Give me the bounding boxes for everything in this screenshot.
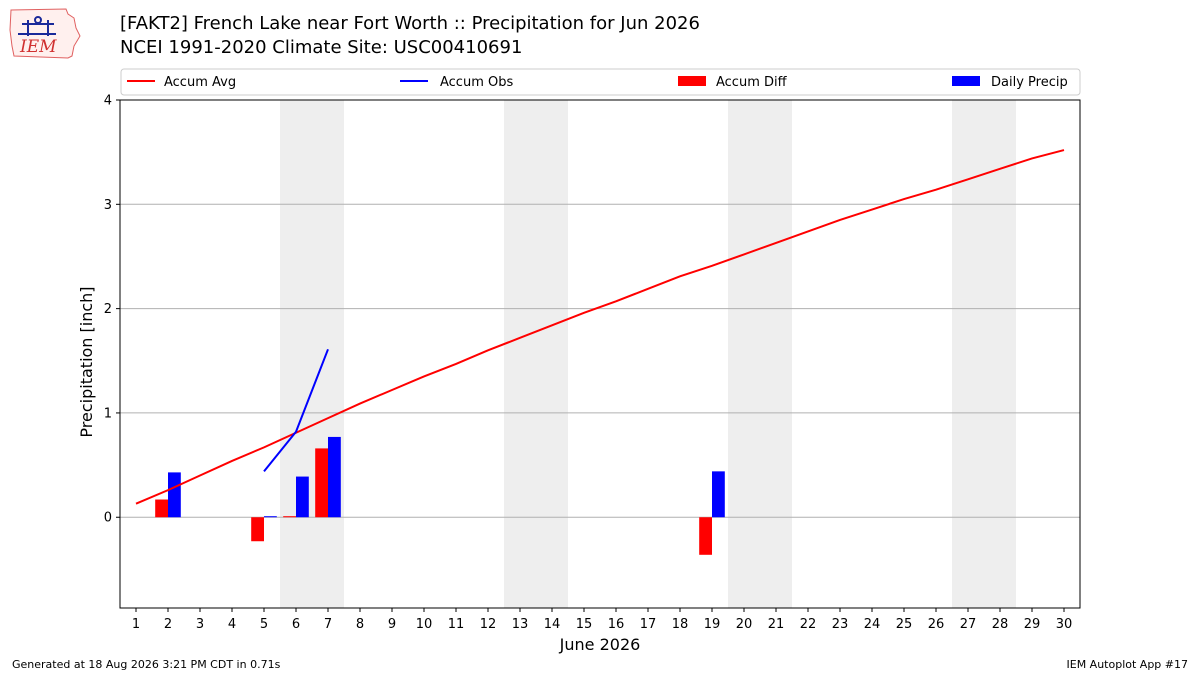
daily-precip-bar bbox=[712, 471, 725, 518]
weekend-shade-band bbox=[504, 100, 568, 608]
x-axis-label: June 2026 bbox=[559, 635, 641, 654]
daily-precip-bar bbox=[296, 476, 309, 518]
accum-avg-line bbox=[135, 149, 1065, 505]
footer-generated-text: Generated at 18 Aug 2026 3:21 PM CDT in … bbox=[12, 658, 281, 671]
x-tick-label: 12 bbox=[480, 617, 497, 632]
iem-logo: IEM bbox=[9, 8, 81, 59]
x-tick-label: 15 bbox=[576, 617, 593, 632]
plot-frame bbox=[119, 99, 1081, 609]
legend: Accum Avg Accum Obs Accum Diff Daily Precip bbox=[120, 68, 1081, 96]
x-axis: 1 2 3 4 5 6 7 8 9 10 11 12 13 14 15 16 17 18 19 20 21 22 23 24 2… bbox=[132, 608, 1072, 632]
accum-diff-bar bbox=[251, 517, 264, 542]
weather-station-icon bbox=[18, 16, 56, 36]
legend-box bbox=[120, 68, 1081, 96]
weekend-shading bbox=[280, 100, 1016, 608]
x-tick-label: 11 bbox=[448, 617, 465, 632]
x-tick-label: 1 bbox=[132, 617, 140, 632]
x-tick-label: 22 bbox=[800, 617, 817, 632]
x-tick-label: 4 bbox=[228, 617, 236, 632]
x-tick-label: 9 bbox=[388, 617, 396, 632]
accum-diff-bar bbox=[699, 517, 712, 555]
x-tick-label: 10 bbox=[416, 617, 433, 632]
gridlines bbox=[120, 99, 1080, 518]
x-tick-label: 5 bbox=[260, 617, 268, 632]
x-tick-label: 30 bbox=[1056, 617, 1073, 632]
daily-precip-bar bbox=[328, 436, 341, 518]
x-tick-label: 24 bbox=[864, 617, 881, 632]
x-tick-label: 20 bbox=[736, 617, 753, 632]
daily-precip-bar bbox=[168, 472, 181, 518]
logo-text: IEM bbox=[19, 37, 57, 57]
accum-diff-bar bbox=[315, 448, 328, 518]
x-tick-label: 29 bbox=[1024, 617, 1041, 632]
weekend-shade-band bbox=[280, 100, 344, 608]
x-tick-label: 17 bbox=[640, 617, 657, 632]
chart-subtitle: NCEI 1991-2020 Climate Site: USC00410691 bbox=[120, 37, 523, 58]
legend-label: Daily Precip bbox=[991, 75, 1068, 90]
x-tick-label: 14 bbox=[544, 617, 561, 632]
x-tick-label: 7 bbox=[324, 617, 332, 632]
y-tick-label: 4 bbox=[104, 94, 112, 109]
x-tick-label: 27 bbox=[960, 617, 977, 632]
x-tick-label: 2 bbox=[164, 617, 172, 632]
x-tick-label: 18 bbox=[672, 617, 689, 632]
legend-label: Accum Obs bbox=[440, 75, 513, 90]
accum-diff-bar bbox=[155, 499, 168, 518]
bars bbox=[155, 436, 725, 555]
legend-bar-swatch bbox=[952, 76, 980, 86]
weekend-shade-band bbox=[952, 100, 1016, 608]
x-tick-label: 16 bbox=[608, 617, 625, 632]
daily-precip-bar bbox=[264, 516, 277, 518]
legend-label: Accum Diff bbox=[716, 75, 788, 90]
x-tick-label: 21 bbox=[768, 617, 785, 632]
accum-diff-bar bbox=[283, 516, 296, 518]
x-tick-label: 6 bbox=[292, 617, 300, 632]
y-axis: 0 1 2 3 4 bbox=[104, 94, 120, 526]
y-tick-label: 3 bbox=[104, 198, 112, 213]
x-tick-label: 8 bbox=[356, 617, 364, 632]
y-axis-label: Precipitation [inch] bbox=[77, 286, 96, 437]
footer-app-label: IEM Autoplot App #17 bbox=[1066, 658, 1189, 671]
legend-label: Accum Avg bbox=[164, 75, 236, 90]
x-tick-label: 28 bbox=[992, 617, 1009, 632]
y-tick-label: 1 bbox=[104, 406, 112, 421]
accum-obs-line bbox=[263, 348, 329, 472]
x-tick-label: 26 bbox=[928, 617, 945, 632]
y-tick-label: 2 bbox=[104, 302, 112, 317]
legend-bar-swatch bbox=[678, 76, 706, 86]
lines bbox=[135, 149, 1065, 505]
x-tick-label: 25 bbox=[896, 617, 913, 632]
x-tick-label: 19 bbox=[704, 617, 721, 632]
x-tick-label: 3 bbox=[196, 617, 204, 632]
weekend-shade-band bbox=[728, 100, 792, 608]
y-tick-label: 0 bbox=[104, 511, 112, 526]
x-tick-label: 23 bbox=[832, 617, 849, 632]
x-tick-label: 13 bbox=[512, 617, 529, 632]
chart-title: [FAKT2] French Lake near Fort Worth :: P… bbox=[120, 13, 700, 34]
